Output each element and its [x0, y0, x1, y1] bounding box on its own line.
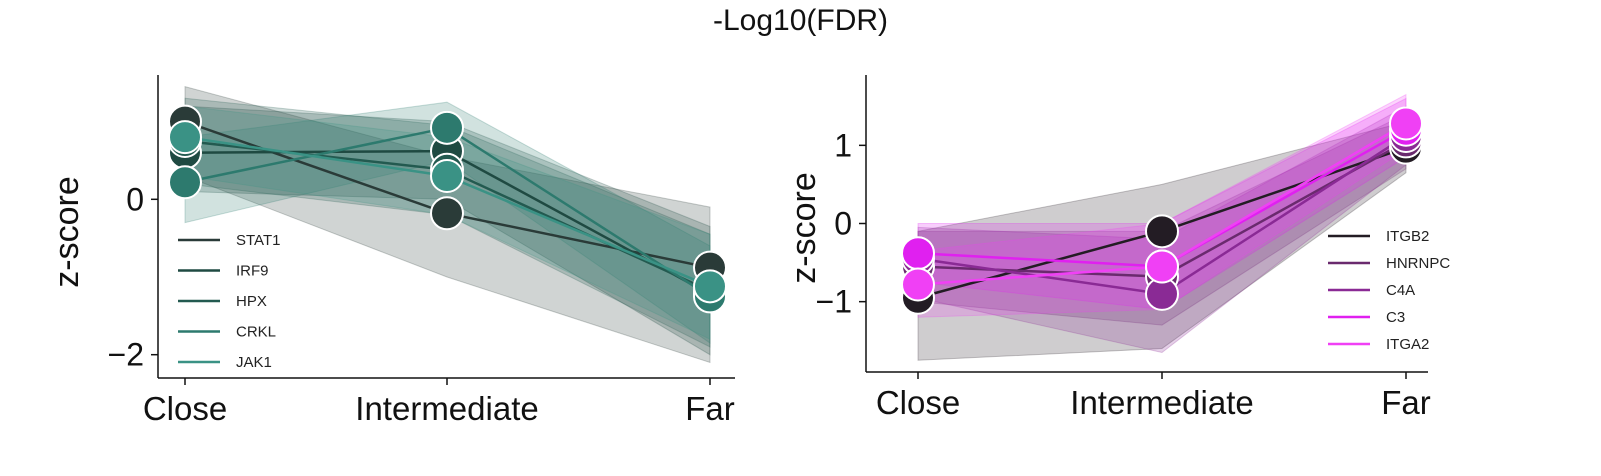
chart-panel-right: 1 0 −1 Close Intermediate Far z-score ITGB2 HNRN… — [785, 75, 1450, 421]
y-axis-label: z-score — [48, 176, 86, 287]
y-tick-label: 1 — [834, 127, 852, 163]
legend-label-itgb2: ITGB2 — [1386, 228, 1429, 245]
data-point-itgb2-intermediate — [1145, 214, 1179, 249]
data-point-stat1-intermediate — [430, 196, 464, 231]
y-axis-label: z-score — [785, 172, 823, 283]
legend-label-hnrnpc: HNRNPC — [1386, 255, 1450, 272]
y-tick-label: 0 — [126, 181, 144, 217]
data-point-crkl-intermediate — [430, 110, 464, 145]
y-tick-label: −2 — [108, 337, 144, 373]
confidence-band-crkl — [184, 101, 711, 344]
legend-label-crkl: CRKL — [236, 324, 276, 341]
data-point-jak1-close — [168, 120, 202, 155]
page-title: -Log10(FDR) — [712, 4, 889, 37]
legend-label-irf9: IRF9 — [236, 263, 269, 280]
legend: ITGB2 HNRNPC C4A C3 ITGA2 — [1328, 228, 1450, 353]
y-tick-label: 0 — [834, 206, 852, 242]
legend-label-c4a: C4A — [1386, 282, 1415, 299]
x-tick-label-intermediate: Intermediate — [355, 390, 538, 427]
legend-label-jak1: JAK1 — [236, 354, 272, 371]
data-point-jak1-intermediate — [430, 159, 464, 193]
legend-label-itga2: ITGA2 — [1386, 336, 1429, 353]
data-point-itga2-intermediate — [1145, 249, 1179, 284]
legend-label-c3: C3 — [1386, 309, 1405, 326]
x-tick-label-intermediate: Intermediate — [1070, 384, 1253, 421]
data-point-itga2-close — [901, 267, 935, 302]
y-tick-label: −1 — [816, 284, 852, 320]
legend-label-stat1: STAT1 — [236, 232, 280, 249]
data-point-c3-close — [901, 236, 935, 271]
x-tick-label-close: Close — [876, 384, 960, 421]
x-tick-label-close: Close — [143, 390, 227, 427]
legend: STAT1 IRF9 HPX CRKL JAK1 — [178, 232, 280, 371]
data-point-itga2-far — [1389, 106, 1423, 141]
data-point-crkl-close — [168, 165, 202, 200]
x-tick-label-far: Far — [1381, 384, 1431, 421]
chart-panel-left: 0 −2 Close Intermediate Far z-score STAT1 IRF9 H… — [48, 75, 735, 427]
data-point-jak1-far — [693, 269, 727, 304]
x-tick-label-far: Far — [685, 390, 735, 427]
legend-label-hpx: HPX — [236, 293, 267, 310]
